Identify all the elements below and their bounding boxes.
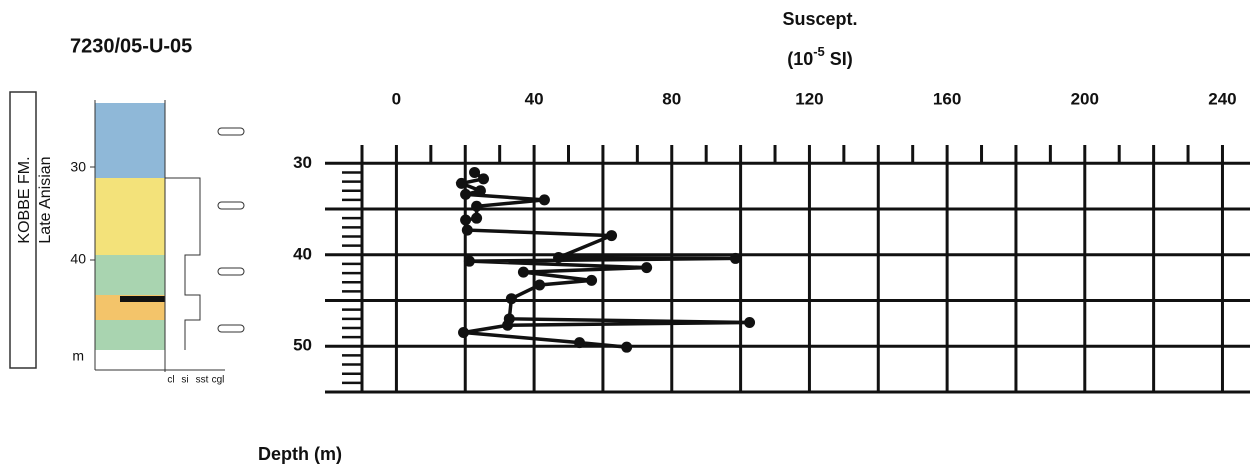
data-point: [461, 224, 473, 236]
y-tick-label: 30: [293, 153, 312, 172]
x-tick-label: 240: [1208, 89, 1236, 108]
data-point: [621, 341, 633, 353]
data-point: [471, 212, 483, 224]
lithology-log: [90, 100, 245, 372]
data-point: [458, 327, 470, 339]
data-point: [477, 173, 489, 185]
formation-label: KOBBE FM.: [16, 156, 33, 243]
data-point: [469, 166, 481, 178]
data-point: [606, 230, 618, 242]
grain-size: cgl: [212, 375, 225, 386]
data-point: [505, 293, 517, 305]
data-point: [574, 337, 586, 349]
age-label: Late Anisian: [37, 156, 54, 243]
x-tick-label: 0: [392, 89, 401, 108]
data-point: [641, 262, 653, 274]
x-axis-label: Suscept.: [782, 9, 857, 29]
data-point: [729, 252, 741, 264]
x-tick-label: 80: [662, 89, 681, 108]
log-depth-label: 40: [70, 251, 86, 267]
data-point: [553, 252, 565, 264]
x-tick-label: 200: [1071, 89, 1099, 108]
data-point: [517, 266, 529, 278]
y-axis-label: Depth (m): [258, 444, 342, 464]
well-title: 7230/05-U-05: [70, 35, 192, 57]
x-tick-label: 160: [933, 89, 961, 108]
data-point: [471, 200, 483, 212]
data-point: [586, 274, 598, 286]
log-unit: m: [72, 348, 84, 364]
formation-box: [9, 91, 37, 369]
data-point: [474, 185, 486, 197]
x-axis-label: (10-5 SI): [787, 44, 853, 68]
grain-size: si: [181, 375, 188, 386]
log-depth-label: 30: [70, 159, 86, 175]
y-tick-label: 40: [293, 244, 312, 263]
x-tick-label: 40: [525, 89, 544, 108]
data-point: [460, 214, 472, 226]
data-point: [460, 188, 472, 200]
data-point: [463, 255, 475, 267]
data-point: [534, 279, 546, 291]
grain-size: cl: [167, 375, 174, 386]
y-tick-label: 50: [293, 336, 312, 355]
grain-size: sst: [196, 375, 209, 386]
data-point: [538, 194, 550, 206]
data-point: [744, 316, 756, 328]
x-tick-label: 120: [795, 89, 823, 108]
data-point: [502, 319, 514, 331]
data-point: [455, 177, 467, 189]
